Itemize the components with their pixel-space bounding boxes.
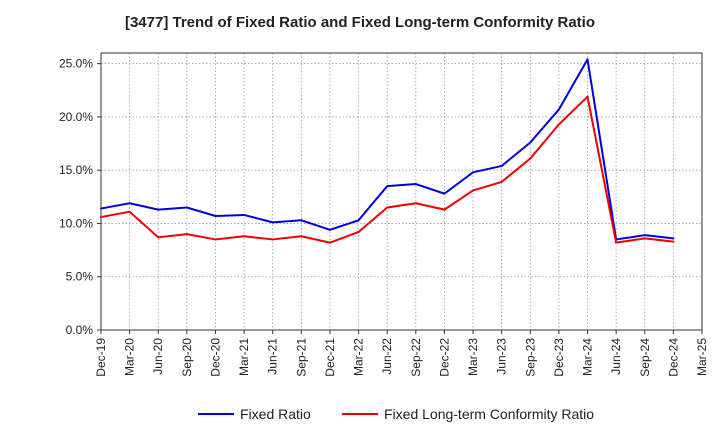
- data-point: [443, 192, 446, 195]
- x-tick-label: Dec-19: [94, 338, 108, 377]
- y-tick-label: 20.0%: [59, 110, 93, 124]
- x-tick-label: Jun-20: [151, 338, 165, 375]
- y-tick-label: 25.0%: [59, 57, 93, 71]
- x-tick-label: Mar-25: [695, 338, 709, 376]
- data-point: [243, 213, 246, 216]
- series-layer: [100, 58, 675, 244]
- data-point: [557, 108, 560, 111]
- data-point: [414, 202, 417, 205]
- x-tick-label: Sep-24: [638, 338, 652, 377]
- data-point: [157, 236, 160, 239]
- data-point: [128, 210, 131, 213]
- chart-title: [3477] Trend of Fixed Ratio and Fixed Lo…: [124, 14, 596, 31]
- data-point: [157, 208, 160, 211]
- plot-area: [101, 53, 702, 330]
- x-tick-label: Jun-24: [609, 338, 623, 375]
- data-point: [500, 180, 503, 183]
- x-tick-label: Sep-22: [409, 338, 423, 377]
- x-tick-label: Mar-24: [581, 338, 595, 376]
- data-point: [643, 234, 646, 237]
- legend-label-1: Fixed Ratio: [240, 406, 311, 422]
- data-point: [472, 171, 475, 174]
- data-point: [271, 221, 274, 224]
- data-point: [328, 241, 331, 244]
- data-point: [357, 219, 360, 222]
- data-point: [586, 58, 589, 61]
- data-point: [529, 157, 532, 160]
- data-point: [586, 95, 589, 98]
- data-point: [128, 202, 131, 205]
- data-point: [214, 238, 217, 241]
- data-point: [100, 207, 102, 210]
- x-tick-label: Jun-21: [266, 338, 280, 375]
- x-tick-label: Dec-22: [437, 338, 451, 377]
- y-tick-label: 0.0%: [66, 323, 94, 337]
- data-point: [328, 228, 331, 231]
- plot-frame: [100, 52, 703, 331]
- data-point: [386, 206, 389, 209]
- x-tick-label: Jun-22: [380, 338, 394, 375]
- plot-background: [101, 53, 702, 330]
- data-point: [672, 240, 675, 243]
- data-point: [214, 215, 217, 218]
- x-tick-label: Mar-22: [352, 338, 366, 376]
- data-point: [185, 206, 188, 209]
- legend: Fixed Ratio Fixed Long-term Conformity Ra…: [198, 406, 594, 422]
- x-tick-label: Sep-21: [294, 338, 308, 377]
- y-tick-label: 5.0%: [66, 270, 94, 284]
- data-point: [557, 123, 560, 126]
- x-tick-label: Mar-20: [123, 338, 137, 376]
- data-point: [271, 238, 274, 241]
- y-tick-label: 10.0%: [59, 216, 93, 230]
- x-tick-label: Dec-20: [208, 338, 222, 377]
- x-tick-label: Mar-23: [466, 338, 480, 376]
- x-tick-label: Sep-23: [523, 338, 537, 377]
- x-tick-label: Jun-23: [495, 338, 509, 375]
- data-point: [185, 233, 188, 236]
- data-point: [300, 219, 303, 222]
- data-point: [500, 164, 503, 167]
- x-tick-label: Mar-21: [237, 338, 251, 376]
- data-point: [300, 235, 303, 238]
- data-point: [100, 216, 102, 219]
- x-tick-label: Dec-21: [323, 338, 337, 377]
- data-point: [386, 185, 389, 188]
- data-point: [357, 230, 360, 233]
- data-point: [443, 208, 446, 211]
- data-point: [672, 237, 675, 240]
- x-tick-label: Dec-23: [552, 338, 566, 377]
- data-point: [472, 189, 475, 192]
- data-point: [643, 237, 646, 240]
- data-point: [529, 141, 532, 144]
- legend-label-2: Fixed Long-term Conformity Ratio: [384, 406, 594, 422]
- y-tick-label: 15.0%: [59, 163, 93, 177]
- data-point: [243, 235, 246, 238]
- data-point: [615, 241, 618, 244]
- data-point: [414, 183, 417, 186]
- x-tick-label: Sep-20: [180, 338, 194, 377]
- x-tick-label: Dec-24: [666, 338, 680, 377]
- axes: 0.0% 5.0% 10.0% 15.0% 20.0% 25.0% Dec-19 Mar-20…: [59, 52, 709, 377]
